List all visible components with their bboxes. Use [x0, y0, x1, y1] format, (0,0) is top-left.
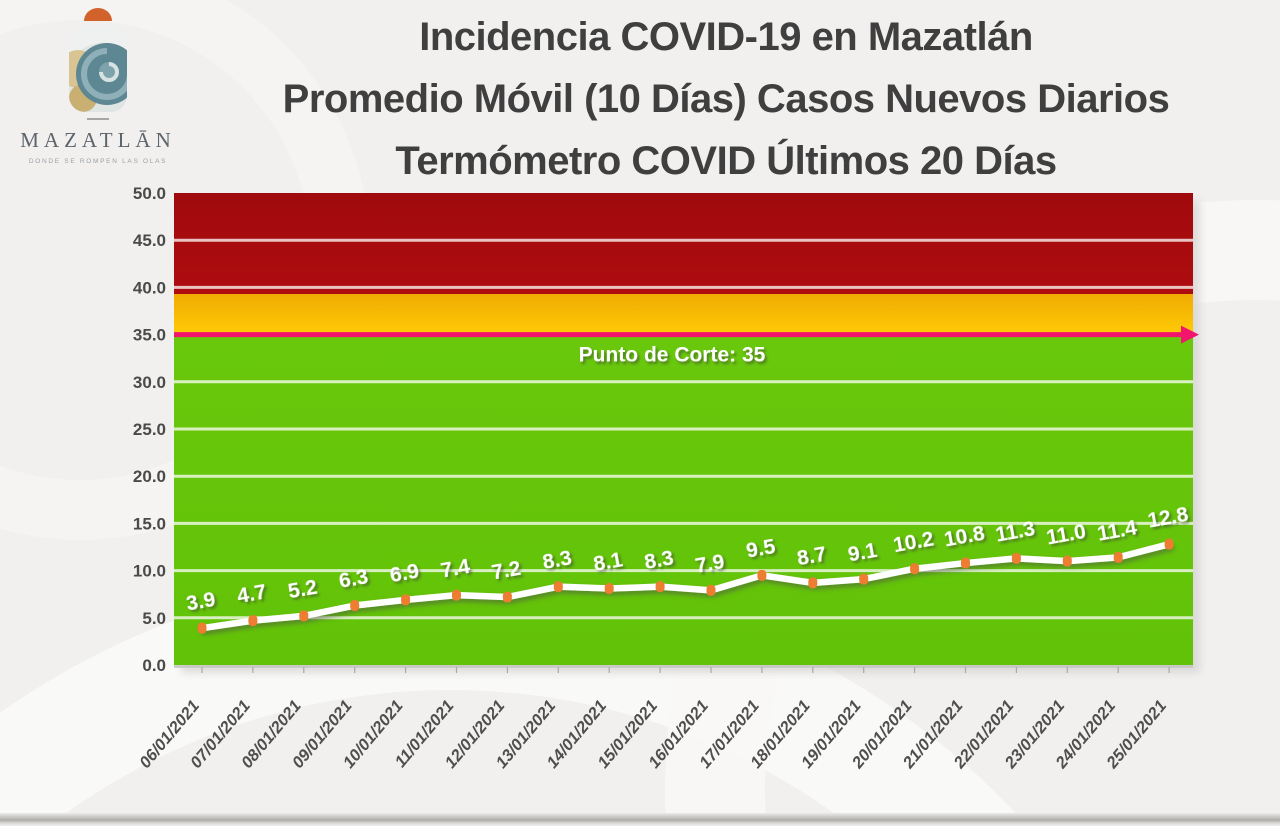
data-point-marker-15/01/2021: [655, 581, 665, 593]
data-point-label-19/01/2021: 9.1: [846, 539, 879, 567]
data-point-marker-19/01/2021: [859, 573, 869, 585]
data-point-marker-23/01/2021: [1062, 555, 1072, 567]
y-tick-label-50: 50.0: [133, 184, 166, 203]
thermometer-zone-green: [174, 334, 1193, 665]
data-point-marker-09/01/2021: [350, 600, 360, 612]
data-point-marker-08/01/2021: [299, 610, 309, 622]
y-tick-label-35: 35.0: [133, 326, 166, 345]
cutoff-label: Punto de Corte: 35: [579, 344, 766, 367]
data-point-marker-20/01/2021: [910, 563, 920, 575]
data-point-label-07/01/2021: 4.7: [235, 580, 268, 608]
title-line-1: Incidencia COVID-19 en Mazatlán: [419, 15, 1033, 59]
data-point-marker-24/01/2021: [1113, 551, 1123, 563]
title-line-3: Termómetro COVID Últimos 20 Días: [395, 139, 1057, 183]
data-point-label-06/01/2021: 3.9: [184, 588, 217, 616]
data-point-marker-25/01/2021: [1164, 538, 1174, 550]
y-tick-label-15: 15.0: [133, 514, 166, 533]
watermark-wave-2: [665, 200, 1280, 826]
logo-wordmark: MAZATLĀN: [20, 128, 176, 152]
data-point-label-10/01/2021: 6.9: [388, 560, 421, 588]
data-point-marker-10/01/2021: [401, 594, 411, 606]
thermometer-zone-amber: [174, 294, 1193, 335]
title-line-2: Promedio Móvil (10 Días) Casos Nuevos Di…: [282, 77, 1170, 121]
logo-shell-detail: [69, 26, 127, 112]
data-point-label-13/01/2021: 8.3: [541, 546, 574, 574]
y-tick-label-40: 40.0: [133, 278, 166, 297]
data-point-marker-12/01/2021: [502, 591, 512, 603]
data-point-marker-13/01/2021: [553, 581, 563, 593]
cutoff-arrow-icon: [1181, 325, 1199, 344]
data-point-marker-06/01/2021: [197, 622, 207, 634]
logo-tagline: DONDE SE ROMPEN LAS OLAS: [28, 158, 168, 165]
data-point-label-14/01/2021: 8.1: [592, 548, 625, 576]
mazatlan-logo: MAZATLĀN DONDE SE ROMPEN LAS OLAS: [16, 6, 180, 165]
trend-line: [198, 540, 1173, 632]
mazatlan-logo-shell-icon: [69, 8, 127, 120]
data-point-marker-17/01/2021: [757, 569, 767, 581]
chart-title-block: Incidencia COVID-19 en Mazatlán Promedio…: [178, 6, 1274, 192]
data-point-label-15/01/2021: 8.3: [643, 546, 676, 574]
data-point-marker-14/01/2021: [604, 583, 614, 595]
data-point-label-12/01/2021: 7.2: [490, 557, 523, 585]
y-tick-label-5: 5.0: [142, 609, 166, 628]
data-point-marker-11/01/2021: [452, 589, 461, 601]
data-point-label-17/01/2021: 9.5: [744, 535, 777, 563]
data-point-label-08/01/2021: 5.2: [286, 576, 319, 604]
data-point-marker-22/01/2021: [1011, 552, 1021, 564]
data-point-label-18/01/2021: 8.7: [795, 543, 828, 571]
thermometer-zone-red: [174, 193, 1193, 295]
data-point-label-16/01/2021: 7.9: [693, 550, 726, 578]
logo-sun-icon: [84, 8, 112, 21]
y-tick-label-30: 30.0: [133, 373, 166, 392]
y-tick-label-0: 0.0: [142, 656, 166, 675]
y-tick-label-45: 45.0: [133, 231, 166, 250]
data-point-marker-21/01/2021: [961, 557, 970, 569]
data-point-label-11/01/2021: 7.4: [439, 555, 472, 583]
data-point-marker-07/01/2021: [248, 615, 258, 627]
data-point-marker-18/01/2021: [808, 577, 818, 589]
slide-bottom-edge: [0, 813, 1280, 826]
data-point-label-09/01/2021: 6.3: [337, 565, 370, 593]
y-tick-label-10: 10.0: [133, 562, 166, 581]
y-tick-label-25: 25.0: [133, 420, 166, 439]
data-point-marker-16/01/2021: [706, 584, 716, 596]
y-tick-label-20: 20.0: [133, 467, 166, 486]
